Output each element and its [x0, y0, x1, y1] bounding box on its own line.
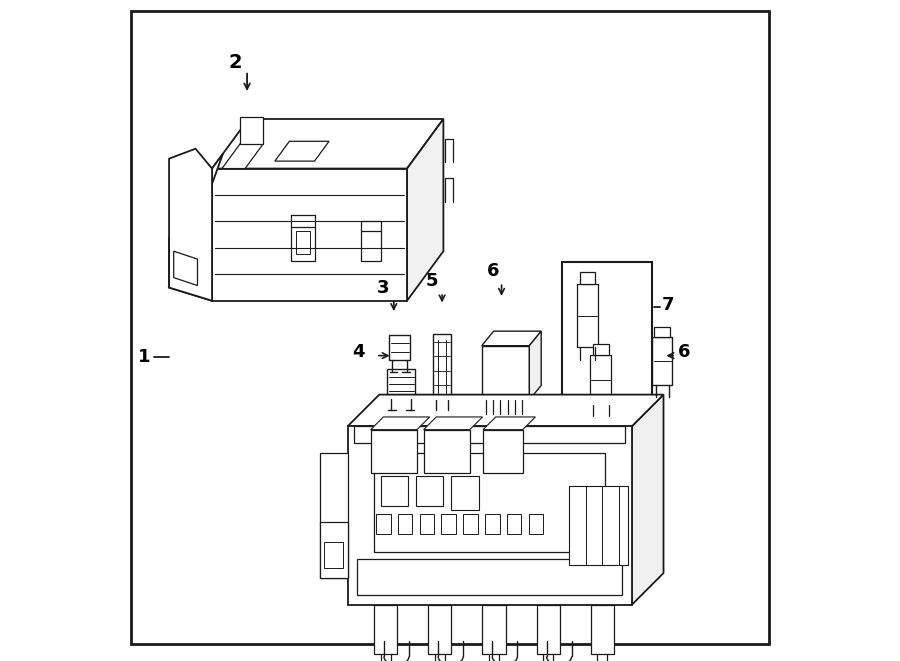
- Polygon shape: [347, 395, 663, 426]
- Bar: [324, 542, 343, 568]
- Bar: [562, 262, 652, 418]
- Polygon shape: [320, 453, 347, 578]
- Bar: [464, 514, 478, 534]
- Bar: [590, 605, 614, 654]
- Bar: [483, 430, 523, 473]
- Bar: [361, 231, 381, 261]
- Bar: [424, 430, 470, 473]
- Text: 3: 3: [376, 278, 389, 297]
- Polygon shape: [529, 331, 541, 400]
- Polygon shape: [632, 395, 663, 605]
- Polygon shape: [222, 144, 264, 169]
- Bar: [416, 476, 444, 506]
- Bar: [433, 334, 451, 400]
- Bar: [398, 514, 412, 534]
- Text: 2: 2: [229, 54, 242, 72]
- Polygon shape: [482, 331, 541, 346]
- Bar: [590, 355, 611, 405]
- Bar: [654, 327, 670, 337]
- Polygon shape: [240, 118, 264, 144]
- Bar: [485, 514, 500, 534]
- Bar: [381, 476, 409, 506]
- Bar: [507, 514, 521, 534]
- Text: 6: 6: [678, 342, 690, 361]
- Text: 1: 1: [139, 348, 151, 366]
- Bar: [376, 514, 391, 534]
- Bar: [528, 514, 544, 534]
- Bar: [371, 430, 417, 473]
- Polygon shape: [169, 149, 212, 301]
- Bar: [569, 486, 628, 565]
- Bar: [482, 605, 506, 654]
- Polygon shape: [424, 417, 482, 430]
- Bar: [296, 231, 310, 254]
- Polygon shape: [274, 141, 329, 161]
- Bar: [428, 605, 451, 654]
- Text: 4: 4: [353, 342, 365, 361]
- Text: 5: 5: [425, 272, 437, 290]
- Polygon shape: [483, 417, 536, 430]
- Bar: [536, 605, 560, 654]
- Bar: [374, 605, 397, 654]
- Bar: [580, 272, 596, 284]
- Polygon shape: [212, 119, 444, 169]
- Polygon shape: [407, 119, 444, 301]
- Polygon shape: [371, 417, 429, 430]
- Polygon shape: [374, 453, 606, 552]
- Bar: [577, 284, 598, 347]
- Bar: [320, 522, 347, 578]
- Text: 7: 7: [662, 296, 674, 315]
- Bar: [482, 346, 529, 400]
- Bar: [652, 337, 672, 385]
- Polygon shape: [169, 154, 223, 301]
- Bar: [291, 227, 315, 261]
- Bar: [387, 369, 415, 399]
- Bar: [357, 559, 622, 595]
- Bar: [451, 476, 479, 510]
- Bar: [389, 335, 410, 360]
- Text: 6: 6: [487, 262, 500, 280]
- Bar: [593, 344, 608, 355]
- Polygon shape: [212, 169, 407, 301]
- Bar: [441, 514, 456, 534]
- Polygon shape: [347, 426, 632, 605]
- Polygon shape: [174, 251, 197, 286]
- Polygon shape: [169, 225, 187, 288]
- Polygon shape: [355, 426, 626, 443]
- Bar: [419, 514, 434, 534]
